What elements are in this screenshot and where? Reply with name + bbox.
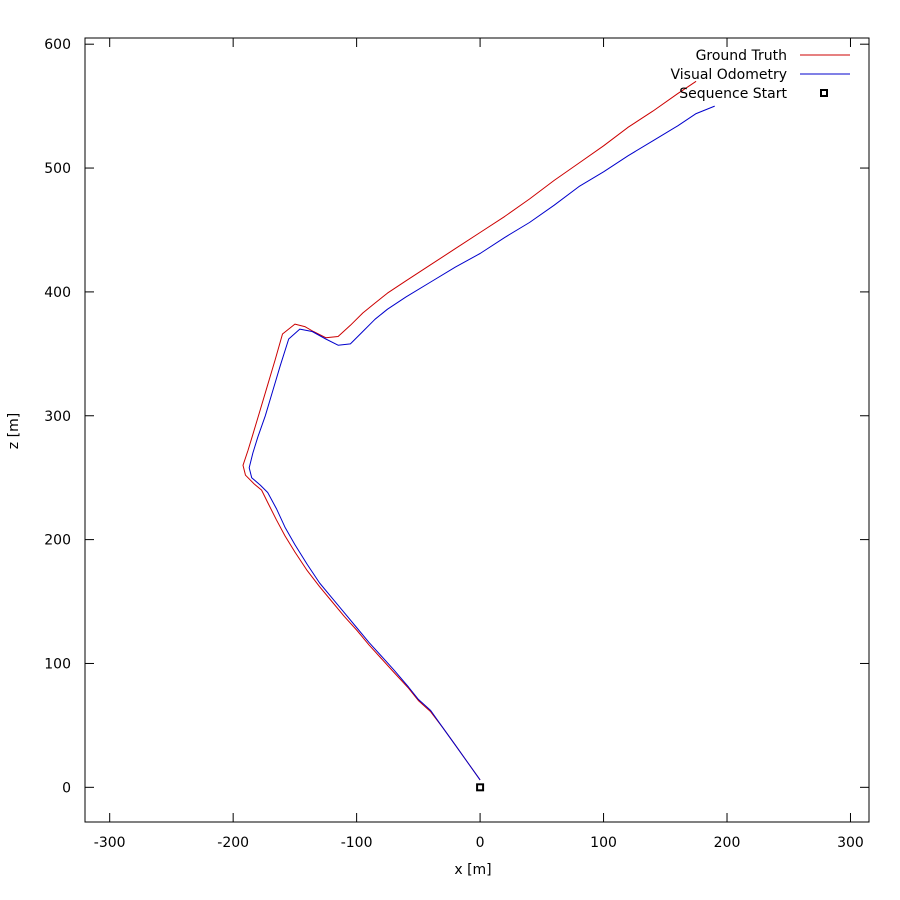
x-tick-label: -100: [341, 835, 373, 851]
y-tick-label: 200: [44, 533, 71, 549]
legend-label-ground-truth: Ground Truth: [696, 48, 787, 64]
x-axis-label: x [m]: [454, 862, 491, 878]
x-tick-label: -200: [217, 835, 249, 851]
legend-marker-sequence-start: [820, 89, 828, 97]
series-layer: [242, 80, 715, 792]
series-line-visual-odometry: [248, 105, 715, 781]
y-tick-label: 0: [62, 780, 71, 796]
legend-label-sequence-start: Sequence Start: [679, 86, 787, 102]
x-tick-label: 300: [837, 835, 864, 851]
sequence-start-marker: [476, 783, 485, 792]
legend: Ground Truth Visual Odometry Sequence St…: [671, 48, 850, 102]
x-tick-label: 200: [714, 835, 741, 851]
ticks-layer: -300 -200 -100 0 100 200 300 0 100 200 300 400 500 60…: [44, 37, 869, 851]
plot-frame: [84, 37, 870, 823]
y-tick-label: 300: [44, 409, 71, 425]
y-tick-label: 600: [44, 37, 71, 53]
y-tick-label: 400: [44, 285, 71, 301]
series-line-ground-truth: [242, 80, 697, 781]
x-tick-label: 0: [476, 835, 485, 851]
y-tick-label: 500: [44, 161, 71, 177]
y-axis-label: z [m]: [6, 413, 22, 449]
y-tick-label: 100: [44, 656, 71, 672]
legend-label-visual-odometry: Visual Odometry: [671, 67, 788, 83]
x-tick-label: -300: [94, 835, 126, 851]
x-tick-label: 100: [590, 835, 617, 851]
